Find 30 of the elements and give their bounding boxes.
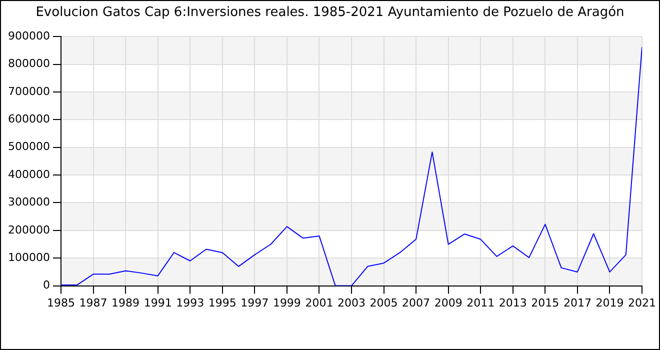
y-tick-label: 300000	[8, 196, 50, 209]
x-tick-label: 1991	[144, 296, 172, 310]
y-tick-label: 200000	[8, 223, 50, 236]
y-tick-label: 0	[42, 278, 50, 292]
x-tick-label: 2013	[498, 296, 527, 310]
x-tick-label: 2003	[337, 296, 366, 310]
x-tick-label: 1989	[112, 296, 140, 310]
x-tick-label: 2001	[305, 296, 334, 310]
x-tick-label: 2019	[596, 296, 624, 310]
x-tick-label: 2015	[531, 296, 560, 310]
x-tick-label: 1993	[176, 296, 204, 310]
y-tick-label: 400000	[8, 168, 50, 181]
x-tick-label: 1995	[208, 296, 236, 310]
x-tick-label: 1997	[240, 296, 269, 310]
x-tick-label: 1987	[79, 296, 108, 310]
y-tick-label: 900000	[8, 29, 50, 42]
x-tick-label: 2011	[466, 296, 495, 310]
y-tick-label: 600000	[8, 112, 50, 126]
y-tick-label: 800000	[8, 57, 50, 70]
y-tick-label: 100000	[8, 250, 50, 264]
chart-title: Evolucion Gatos Cap 6:Inversiones reales. 1985-2021 Ayuntamiento de Pozuelo de Aragón	[34, 5, 626, 20]
x-tick-label: 2007	[402, 296, 430, 310]
x-tick-label: 2021	[628, 296, 656, 310]
x-tick-label: 2009	[434, 296, 462, 310]
x-tick-label: 2017	[563, 296, 592, 310]
y-tick-label: 500000	[8, 140, 50, 154]
x-tick-label: 1999	[272, 296, 301, 310]
x-tick-label: 2005	[370, 296, 398, 310]
y-tick-label: 700000	[8, 84, 50, 98]
x-tick-label: 1985	[46, 296, 75, 310]
